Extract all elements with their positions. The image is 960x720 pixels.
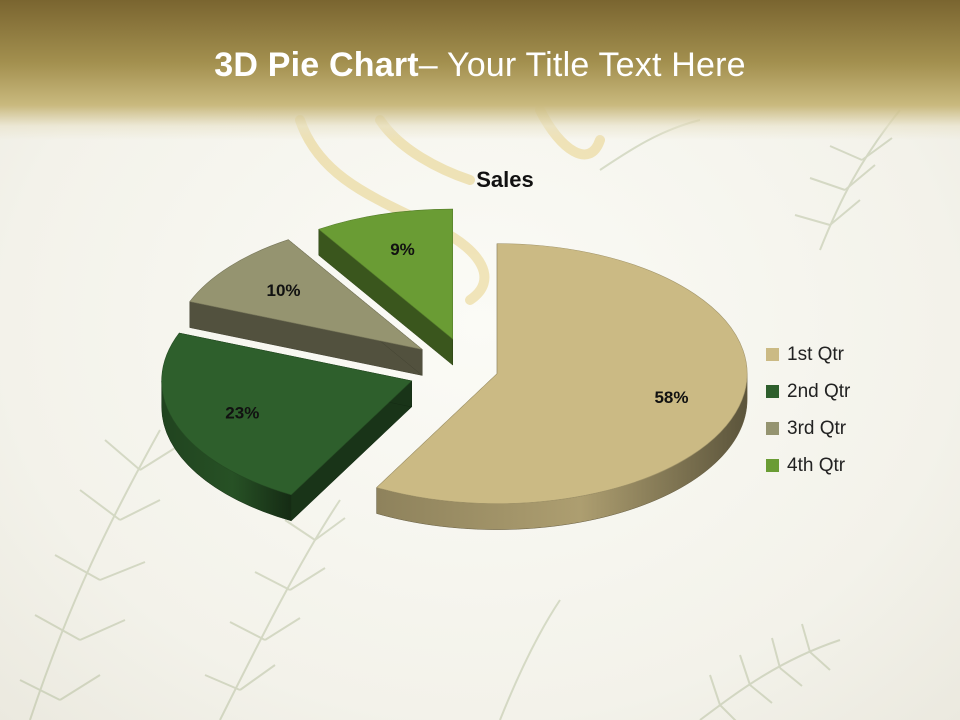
legend-item: 2nd Qtr [766,373,850,410]
slide-title-bold: 3D Pie Chart [214,46,419,84]
slide-title: 3D Pie Chart– Your Title Text Here [0,46,960,85]
pie-tops [161,208,748,504]
data-label-4: 9% [390,240,415,259]
legend-swatch [766,459,779,472]
data-label-2: 23% [225,404,259,423]
legend-item: 4th Qtr [766,447,850,484]
legend-swatch [766,385,779,398]
slide-title-rest: – Your Title Text Here [418,46,746,84]
legend-label: 4th Qtr [787,454,846,476]
legend-label: 2nd Qtr [787,380,851,402]
legend-label: 1st Qtr [787,343,845,365]
chart-legend: 1st Qtr 2nd Qtr 3rd Qtr 4th Qtr [766,336,850,484]
chart-title: Sales [476,167,534,192]
pie-labels: 58% 23% 10% 9% [225,240,688,422]
legend-swatch [766,348,779,361]
pie-slice-3 [189,239,423,350]
legend-item: 3rd Qtr [766,410,850,447]
pie-slice-1 [376,243,748,504]
pie-slice-4 [318,208,454,340]
legend-label: 3rd Qtr [787,417,847,439]
slide-header [0,0,960,140]
pie-slice-2 [161,332,413,496]
legend-swatch [766,422,779,435]
legend-item: 1st Qtr [766,336,850,373]
data-label-3: 10% [267,281,301,300]
data-label-1: 58% [654,388,688,407]
